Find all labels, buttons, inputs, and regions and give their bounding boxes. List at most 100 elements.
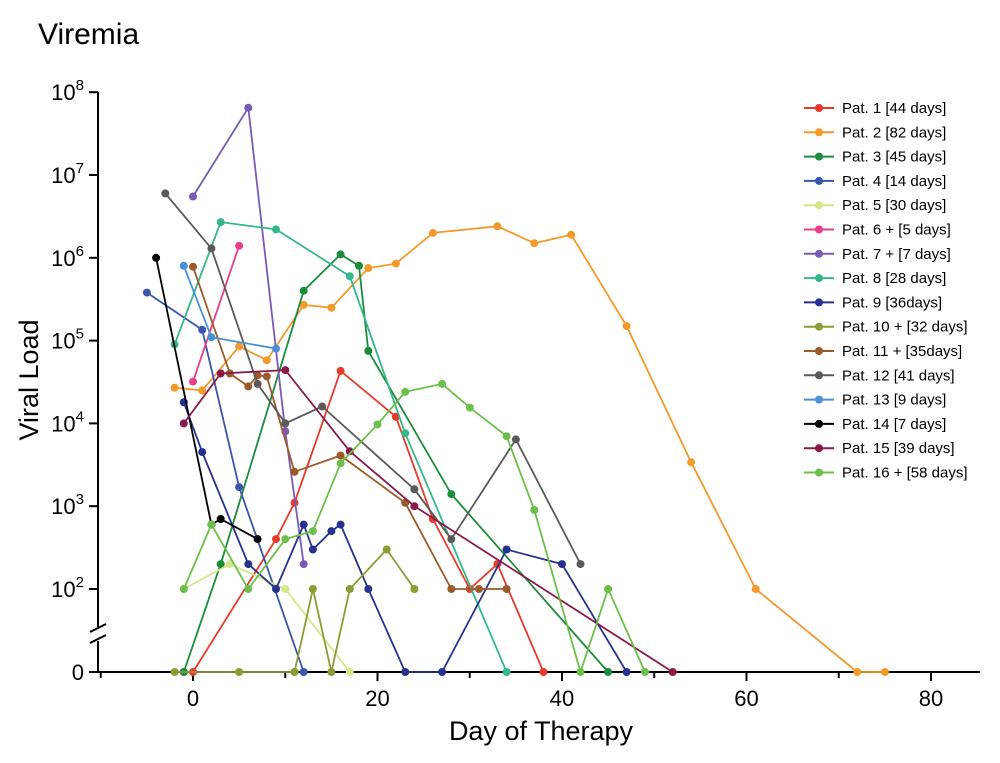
series-14 xyxy=(152,253,262,544)
data-point xyxy=(216,218,225,227)
data-point xyxy=(345,585,354,593)
data-point xyxy=(355,261,363,270)
series-line xyxy=(182,253,609,673)
data-point xyxy=(244,560,253,569)
data-point xyxy=(336,520,345,529)
data-point xyxy=(668,668,677,676)
data-point xyxy=(272,585,280,593)
series-9 xyxy=(179,398,631,676)
data-point xyxy=(502,432,511,441)
series-11 xyxy=(189,262,511,593)
legend-label: Pat. 9 [36days] xyxy=(842,294,942,311)
data-point xyxy=(364,346,373,355)
data-point xyxy=(290,668,299,676)
y-tick-label: 108 xyxy=(51,77,84,105)
series-15 xyxy=(179,366,677,676)
data-point xyxy=(179,261,188,270)
series-2 xyxy=(170,222,889,676)
data-point xyxy=(262,356,271,365)
data-point xyxy=(318,402,327,411)
data-point xyxy=(438,379,447,388)
data-point xyxy=(235,483,244,492)
chart-title: Viremia xyxy=(38,18,139,51)
data-point xyxy=(207,520,216,529)
data-point xyxy=(364,264,373,273)
data-point xyxy=(465,403,474,412)
data-point xyxy=(189,192,197,201)
data-point xyxy=(198,325,207,334)
data-point xyxy=(299,560,308,569)
data-point xyxy=(272,535,280,544)
data-point xyxy=(327,303,336,312)
data-point xyxy=(207,244,216,253)
x-tick-label: 80 xyxy=(919,686,943,711)
x-tick-label: 40 xyxy=(550,686,574,711)
data-point xyxy=(438,668,447,676)
data-point xyxy=(880,668,889,676)
legend-label: Pat. 6 + [5 days] xyxy=(842,222,951,239)
legend-swatch-marker xyxy=(815,104,823,112)
legend-item: Pat. 7 + [7 days] xyxy=(804,246,951,263)
data-point xyxy=(253,379,262,388)
legend-swatch-marker xyxy=(815,444,823,453)
data-point xyxy=(299,520,308,529)
x-tick-label: 60 xyxy=(734,686,758,711)
data-point xyxy=(336,250,345,259)
legend-item: Pat. 6 + [5 days] xyxy=(804,222,951,239)
series-line xyxy=(146,291,305,673)
legend-swatch-marker xyxy=(815,152,823,161)
legend-label: Pat. 5 [30 days] xyxy=(842,197,946,214)
series-8 xyxy=(170,218,511,676)
series-line xyxy=(192,369,545,673)
data-point xyxy=(272,225,280,234)
x-tick-label: 20 xyxy=(365,686,389,711)
data-point xyxy=(401,387,410,396)
series-line xyxy=(192,266,507,590)
data-point xyxy=(308,585,317,593)
series-line xyxy=(192,245,240,382)
legend-label: Pat. 12 [41 days] xyxy=(842,367,955,384)
y-tick-label: 104 xyxy=(51,408,84,436)
legend-item: Pat. 5 [30 days] xyxy=(804,197,946,214)
legend-label: Pat. 8 [28 days] xyxy=(842,270,946,287)
series-4 xyxy=(142,288,308,676)
data-point xyxy=(622,668,631,676)
data-point xyxy=(216,369,225,378)
data-point xyxy=(216,515,225,523)
data-point xyxy=(281,366,290,375)
data-point xyxy=(502,585,511,593)
legend-label: Pat. 15 [39 days] xyxy=(842,440,955,457)
data-point xyxy=(244,585,253,593)
legend-item: Pat. 1 [44 days] xyxy=(804,100,946,117)
data-point xyxy=(410,502,419,511)
series-line xyxy=(164,192,582,565)
data-point xyxy=(345,447,354,456)
data-point xyxy=(272,344,280,353)
data-point xyxy=(401,668,410,676)
legend-item: Pat. 16 + [58 days] xyxy=(804,465,968,482)
legend-label: Pat. 11 + [35days] xyxy=(842,343,962,360)
data-point xyxy=(281,585,290,593)
data-point xyxy=(170,668,179,676)
data-point xyxy=(558,560,566,569)
data-point xyxy=(539,668,548,676)
data-point xyxy=(401,429,410,438)
legend-swatch-marker xyxy=(815,419,823,428)
data-point xyxy=(622,322,631,330)
axis-break-mark xyxy=(89,634,107,644)
data-point xyxy=(447,535,456,544)
data-point xyxy=(475,585,483,593)
legend-label: Pat. 4 [14 days] xyxy=(842,173,946,190)
data-point xyxy=(308,527,317,536)
data-point xyxy=(345,668,354,676)
y-axis-label: Viral Load xyxy=(14,319,44,440)
legend-label: Pat. 10 + [32 days] xyxy=(842,319,968,336)
legend-swatch-marker xyxy=(815,176,823,185)
data-point xyxy=(189,262,197,271)
series-7 xyxy=(189,103,308,569)
data-point xyxy=(244,382,253,391)
legend-item: Pat. 8 [28 days] xyxy=(804,270,946,287)
series-12 xyxy=(161,189,585,569)
data-point xyxy=(262,372,271,381)
legend-item: Pat. 14 [7 days] xyxy=(804,416,946,433)
